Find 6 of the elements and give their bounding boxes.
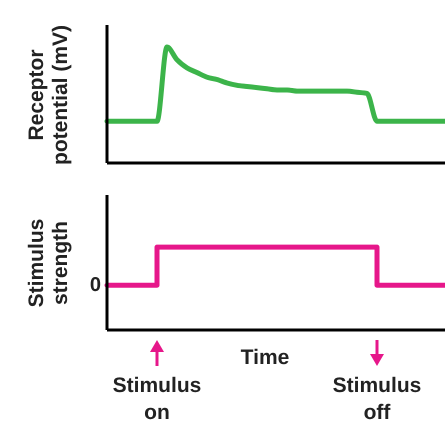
y-axis-title: Stimulus strength	[25, 218, 73, 310]
x-axis-title: Time	[240, 346, 290, 370]
text: Stimulus off	[332, 373, 422, 426]
y-axis-title: Receptor potential (mV)	[25, 24, 73, 164]
text: Stimulus on	[112, 373, 202, 426]
text: 0	[88, 274, 101, 297]
